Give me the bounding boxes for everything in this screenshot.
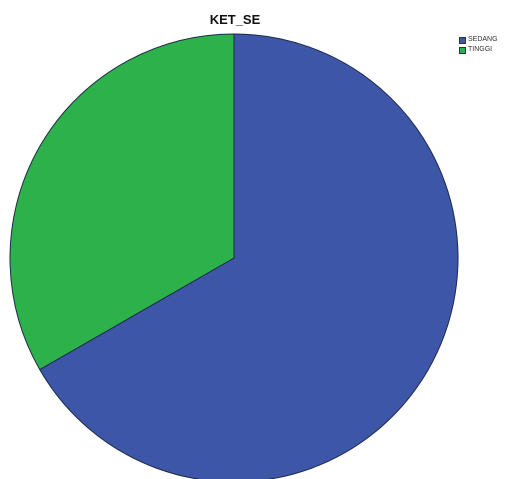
legend-item-tinggi: TINGGI [459,45,513,55]
legend: SEDANG TINGGI [459,35,513,55]
legend-swatch-sedang [459,37,466,44]
legend-swatch-tinggi [459,47,466,54]
legend-label-sedang: SEDANG [468,35,498,45]
legend-label-tinggi: TINGGI [468,45,492,55]
legend-item-sedang: SEDANG [459,35,513,45]
